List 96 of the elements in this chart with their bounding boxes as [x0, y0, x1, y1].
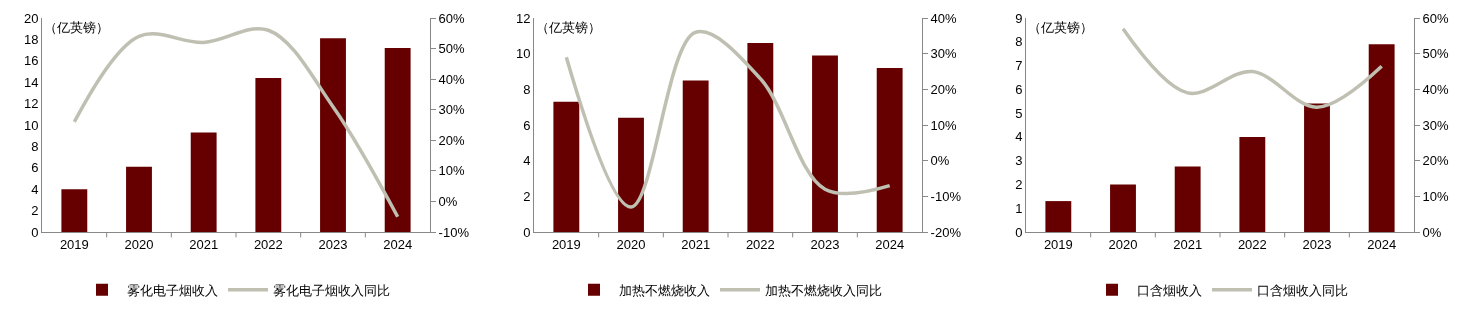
- y2-tick-label: 10%: [930, 117, 958, 133]
- y2-tick-label: 60%: [438, 10, 466, 26]
- y-tick-label: 4: [1015, 129, 1023, 145]
- bar: [1045, 201, 1072, 232]
- x-tick-label: 2019: [551, 236, 581, 252]
- y-tick-label: 2: [31, 203, 39, 219]
- y-tick-label: 6: [31, 160, 39, 176]
- y-tick-label: 14: [23, 74, 39, 90]
- y-tick-label: 10: [23, 117, 39, 133]
- x-tick-label: 2024: [1367, 236, 1397, 252]
- y2-tick-label: -20%: [930, 224, 962, 240]
- bar: [126, 166, 152, 232]
- y-tick-label: 4: [31, 181, 39, 197]
- bar: [553, 101, 580, 232]
- x-tick-label: 2022: [745, 236, 775, 252]
- y2-tick-label: 10%: [438, 163, 466, 179]
- x-tick-label: 2019: [1043, 236, 1073, 252]
- annotation: （亿英镑）: [536, 20, 601, 35]
- y2-tick-label: 0%: [438, 193, 458, 209]
- bar: [190, 132, 217, 232]
- y2-tick-label: 10%: [1422, 188, 1450, 204]
- y-tick-label: 0: [523, 224, 531, 240]
- bar: [747, 42, 774, 232]
- x-tick-label: 2023: [1302, 236, 1332, 252]
- y-tick-label: 12: [515, 10, 531, 26]
- y-tick-label: 8: [31, 138, 39, 154]
- y-tick-label: 0: [1015, 224, 1023, 240]
- y-tick-label: 18: [23, 31, 39, 47]
- bar: [1368, 44, 1395, 232]
- y-tick-label: 12: [23, 96, 39, 112]
- bar: [812, 55, 838, 232]
- y-tick-label: 8: [1015, 34, 1023, 50]
- y-tick-label: 9: [1015, 10, 1023, 26]
- bar: [618, 117, 644, 232]
- x-tick-label: 2024: [875, 236, 905, 252]
- y-tick-label: 5: [1015, 105, 1023, 121]
- y2-tick-label: 40%: [930, 10, 958, 26]
- x-tick-label: 2020: [124, 236, 154, 252]
- y2-tick-label: 50%: [438, 41, 466, 57]
- y-tick-label: 6: [1015, 81, 1023, 97]
- y2-tick-label: -10%: [438, 224, 470, 240]
- y-tick-label: 8: [523, 81, 531, 97]
- x-tick-label: 2021: [1173, 236, 1203, 252]
- y2-tick-label: 50%: [1422, 46, 1450, 62]
- legend-label: 口含烟收入: [1137, 282, 1202, 298]
- y2-tick-label: 30%: [438, 102, 466, 118]
- x-tick-label: 2020: [1108, 236, 1138, 252]
- y-tick-label: 3: [1015, 153, 1023, 169]
- x-tick-label: 2024: [383, 236, 413, 252]
- y2-tick-label: 40%: [438, 71, 466, 87]
- y-tick-label: 6: [523, 117, 531, 133]
- annotation: （亿英镑）: [1028, 20, 1093, 35]
- x-tick-label: 2020: [616, 236, 646, 252]
- y-tick-label: 2: [523, 188, 531, 204]
- bar: [61, 189, 88, 232]
- bar: [384, 47, 411, 232]
- bar: [1239, 136, 1266, 232]
- x-tick-label: 2021: [681, 236, 711, 252]
- y-tick-label: 16: [23, 53, 39, 69]
- bar: [876, 67, 903, 232]
- legend-label: 雾化电子烟收入同比: [273, 282, 390, 298]
- y-tick-label: 1: [1015, 200, 1023, 216]
- x-tick-label: 2022: [253, 236, 283, 252]
- line-series: [1121, 26, 1384, 109]
- y2-tick-label: 30%: [930, 46, 958, 62]
- bar: [320, 38, 346, 232]
- y2-tick-label: 30%: [1422, 117, 1450, 133]
- y-tick-label: 7: [1015, 58, 1023, 74]
- legend-label: 加热不燃烧收入: [619, 282, 710, 298]
- y-tick-label: 4: [523, 153, 531, 169]
- bar: [1304, 103, 1330, 232]
- y2-tick-label: 60%: [1422, 10, 1450, 26]
- y2-tick-label: 20%: [930, 81, 958, 97]
- x-tick-label: 2023: [810, 236, 840, 252]
- y2-tick-label: 20%: [1422, 153, 1450, 169]
- x-tick-label: 2021: [189, 236, 219, 252]
- x-tick-label: 2022: [1237, 236, 1267, 252]
- y-tick-label: 0: [31, 224, 39, 240]
- y2-tick-label: 40%: [1422, 81, 1450, 97]
- y2-tick-label: 20%: [438, 132, 466, 148]
- bar: [1110, 184, 1136, 232]
- bar: [255, 77, 282, 232]
- y-tick-label: 10: [515, 46, 531, 62]
- bar: [682, 80, 709, 232]
- x-tick-label: 2023: [318, 236, 348, 252]
- annotation: （亿英镑）: [44, 20, 109, 35]
- bar: [1174, 166, 1201, 232]
- y-tick-label: 20: [23, 10, 39, 26]
- legend-label: 雾化电子烟收入: [127, 282, 218, 298]
- x-tick-label: 2019: [59, 236, 89, 252]
- y2-tick-label: 0%: [930, 153, 950, 169]
- legend-label: 加热不燃烧收入同比: [765, 282, 882, 298]
- y2-tick-label: 0%: [1422, 224, 1442, 240]
- y-tick-label: 2: [1015, 176, 1023, 192]
- y2-tick-label: -10%: [930, 188, 962, 204]
- legend-label: 口含烟收入同比: [1257, 282, 1348, 298]
